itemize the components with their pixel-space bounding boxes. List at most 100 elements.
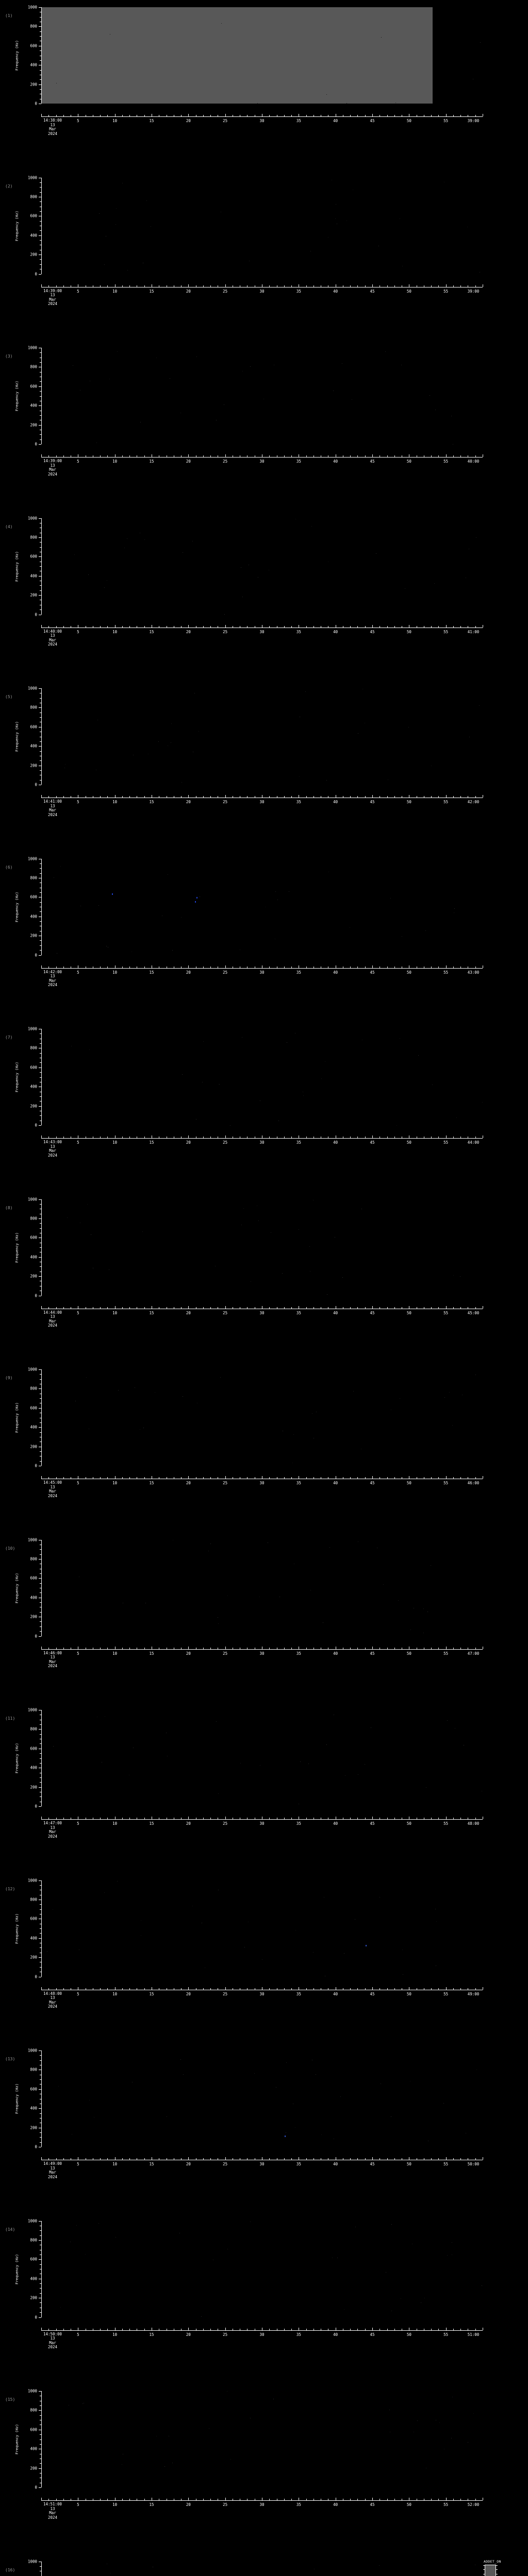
data-point	[117, 1881, 118, 1882]
x-tick	[247, 115, 248, 116]
x-tick	[48, 115, 50, 116]
x-tick	[114, 454, 116, 457]
y-tick-minor	[40, 264, 41, 265]
y-tick-minor	[40, 2566, 41, 2567]
y-tick-minor	[40, 1583, 41, 1584]
x-tick	[41, 965, 42, 968]
y-tick-minor	[40, 240, 41, 241]
x-tick	[129, 285, 130, 287]
x-tick	[247, 796, 248, 798]
y-tick	[39, 1880, 41, 1881]
x-label-line-2: Mar	[49, 1318, 56, 1324]
x-tick	[372, 795, 373, 798]
x-tick	[387, 1988, 388, 1990]
x-label-line-1: 13	[50, 1825, 55, 1830]
x-tick	[188, 1646, 189, 1649]
data-point	[444, 1397, 445, 1398]
panel-index-label: (16)	[5, 2567, 15, 2572]
y-tick	[39, 556, 41, 557]
x-tick-label: 55	[443, 1651, 449, 1656]
x-tick	[291, 285, 292, 287]
x-tick	[284, 1307, 285, 1309]
x-tick	[438, 796, 439, 798]
x-tick	[63, 1647, 64, 1649]
plot-area	[41, 2561, 483, 2576]
x-tick	[114, 1136, 116, 1138]
x-tick	[210, 796, 211, 798]
x-tick	[284, 2328, 285, 2330]
colorbar-title: ADDET_ON	[484, 2559, 501, 2564]
x-label-line-2: Mar	[49, 1999, 56, 2005]
y-tick-label: 600	[30, 724, 37, 730]
data-point	[67, 1217, 68, 1218]
y-tick-label: 1000	[27, 1026, 37, 1031]
x-tick-label: 5	[77, 1651, 79, 1656]
x-tick-label-start: 14:46:00 13 Mar 2024	[43, 1651, 62, 1669]
y-tick	[39, 235, 41, 236]
data-point	[104, 587, 105, 588]
y-tick-label: 200	[30, 1444, 37, 1449]
x-tick	[203, 1988, 204, 1990]
y-tick-label: 800	[30, 1726, 37, 1732]
y-tick-minor	[40, 31, 41, 32]
x-tick	[269, 2158, 270, 2160]
x-label-line-1: 13	[50, 1314, 55, 1319]
panel-6: (6) Frequency (Hz) 1000 800 600 400 200 0 14:42:…	[0, 856, 528, 1029]
x-tick	[350, 1988, 351, 1990]
x-tick-label: 10	[112, 459, 118, 464]
data-point	[321, 2134, 322, 2136]
x-tick	[144, 2328, 145, 2330]
x-tick-label: 20	[186, 800, 191, 804]
y-tick-label: 200	[30, 763, 37, 768]
x-tick-label: 20	[186, 1821, 191, 1826]
x-tick	[460, 625, 461, 628]
x-tick	[475, 1307, 476, 1309]
x-tick	[446, 795, 447, 798]
x-tick-label: 50	[406, 118, 411, 123]
y-tick-label: 1000	[27, 2218, 37, 2223]
x-tick	[107, 1477, 108, 1479]
x-tick-label: 25	[223, 800, 228, 804]
x-tick	[394, 2158, 395, 2160]
panel-15: (15) Frequency (Hz) 1000 800 600 400 200 0 14:51…	[0, 2389, 528, 2562]
y-tick-label: 200	[30, 1274, 37, 1279]
x-tick	[394, 455, 395, 457]
x-tick-label-end: 48:00	[467, 1821, 480, 1826]
y-tick-minor	[40, 1724, 41, 1725]
x-tick	[48, 796, 50, 798]
panel-3: (3) Frequency (Hz) 1000 800 600 400 200 0 14:39:…	[0, 346, 528, 518]
x-tick	[306, 1988, 307, 1990]
x-tick	[350, 1137, 351, 1138]
panel-14: (14) Frequency (Hz) 1000 800 600 400 200 0 14:50…	[0, 2218, 528, 2392]
y-tick-minor	[40, 1461, 41, 1462]
x-tick	[372, 1136, 373, 1138]
x-tick	[372, 1646, 373, 1649]
x-tick	[203, 625, 204, 628]
x-tick	[350, 285, 351, 287]
y-tick-minor	[40, 717, 41, 718]
x-tick-label: 30	[259, 459, 265, 464]
x-tick-label: 40	[333, 800, 338, 804]
y-tick-minor	[40, 921, 41, 922]
data-point	[98, 213, 100, 214]
x-tick-label: 35	[296, 1991, 301, 1996]
x-label-line-3: 2024	[47, 1493, 58, 1498]
x-tick	[41, 2327, 42, 2330]
x-tick	[460, 1647, 461, 1649]
y-axis: 1000 800 600 400 200 0	[0, 516, 41, 617]
x-tick-label: 15	[149, 1651, 154, 1656]
x-tick	[475, 2499, 476, 2500]
y-tick	[39, 518, 41, 519]
x-tick	[144, 625, 145, 628]
y-tick-minor	[40, 1379, 41, 1380]
x-tick	[129, 1818, 130, 1819]
x-tick	[446, 2157, 447, 2160]
x-tick	[188, 2327, 189, 2330]
plot-area	[41, 1710, 483, 1806]
data-point	[443, 2103, 444, 2104]
x-tick	[269, 966, 270, 968]
x-tick-label: 15	[149, 2332, 154, 2337]
x-tick	[100, 625, 101, 628]
y-tick-minor	[40, 1743, 41, 1744]
x-tick-label: 55	[443, 1991, 449, 1996]
